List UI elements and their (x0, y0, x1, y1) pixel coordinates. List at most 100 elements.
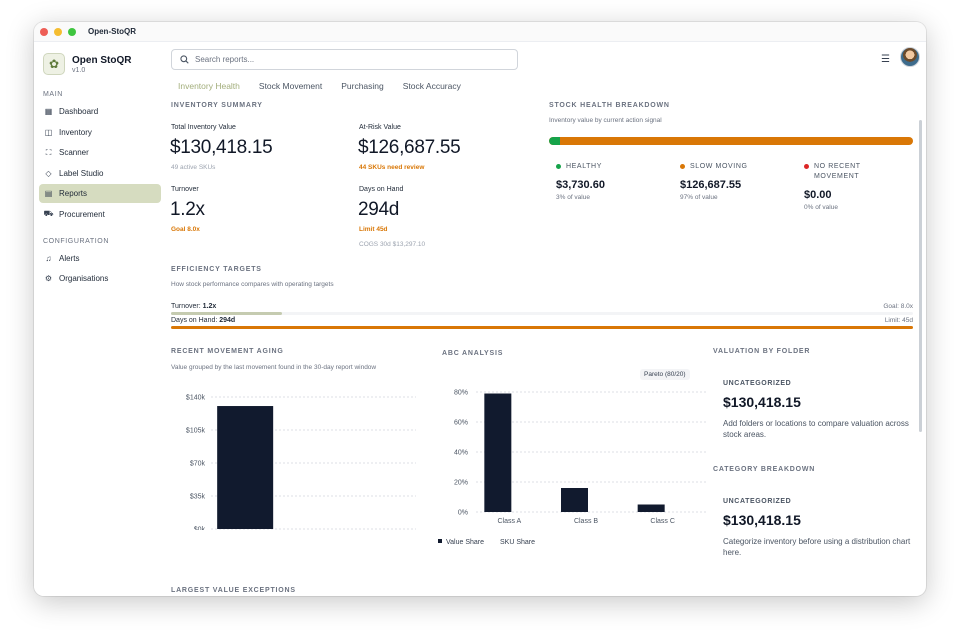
brand[interactable]: ✿ Open StoQR v1.0 (34, 47, 166, 81)
sidebar-item-dashboard[interactable]: ▦ Dashboard (39, 102, 161, 121)
efficiency-subtitle: How stock performance compares with oper… (171, 281, 334, 288)
turnover-target-goal: Goal: 8.0x (883, 303, 913, 310)
sidebar-item-inventory[interactable]: ◫ Inventory (39, 123, 161, 142)
sidebar-item-organisations[interactable]: ⚙ Organisations (39, 269, 161, 288)
brand-version: v1.0 (72, 66, 86, 74)
tab-stock-movement[interactable]: Stock Movement (258, 81, 323, 91)
turnover-value: 1.2x (170, 199, 205, 220)
healthy-pct: 3% of value (556, 194, 590, 201)
abc-y-tick: 20% (454, 480, 468, 487)
largest-exceptions-title: LARGEST VALUE EXCEPTIONS (171, 587, 296, 594)
abc-title: ABC ANALYSIS (442, 350, 504, 357)
healthy-label: HEALTHY (556, 162, 602, 172)
sidebar-item-label: Organisations (59, 274, 109, 283)
sidebar-section-configuration: CONFIGURATION (43, 237, 110, 245)
sidebar-item-reports[interactable]: ▤ Reports (39, 184, 161, 203)
skus-review-note: 44 SKUs need review (359, 164, 425, 171)
health-bar (549, 137, 913, 145)
at-risk-label: At-Risk Value (359, 124, 401, 131)
tab-stock-accuracy[interactable]: Stock Accuracy (402, 81, 461, 91)
valuation-value: $130,418.15 (723, 394, 801, 410)
sidebar-item-label: Label Studio (59, 168, 104, 178)
turnover-goal: Goal 8.0x (171, 226, 200, 233)
sidebar-item-label: Scanner (59, 148, 89, 157)
cogs-note: COGS 30d $13,297.10 (359, 241, 426, 248)
search-input[interactable]: Search reports... (171, 49, 518, 70)
bell-icon: ♫ (45, 253, 52, 263)
turnover-label: Turnover (171, 186, 199, 193)
minimize-window-button[interactable] (54, 27, 62, 36)
abc-x-tick: Class C (650, 518, 675, 525)
menu-icon[interactable]: ☰ (881, 54, 890, 65)
close-window-button[interactable] (40, 27, 48, 36)
slow-moving-label: SLOW MOVING (680, 162, 748, 172)
brand-name: Open StoQR (72, 54, 132, 66)
category-value: $130,418.15 (723, 512, 801, 528)
scan-icon: ⛶ (45, 147, 52, 157)
abc-value-share-bar (484, 393, 512, 512)
aging-y-tick: $140k (186, 395, 206, 402)
aging-chart: $0k$35k$70k$105k$140k0-7 Days8-30 DaysNo… (186, 395, 416, 531)
abc-value-share-bar (561, 488, 588, 512)
no-movement-dot-icon (804, 163, 809, 169)
search-icon (180, 55, 189, 64)
sidebar-item-alerts[interactable]: ♫ Alerts (39, 249, 161, 268)
aging-subtitle: Value grouped by the last movement found… (171, 364, 377, 371)
sidebar-item-label-studio[interactable]: ◇ Label Studio (39, 164, 161, 183)
box-icon: ◫ (44, 127, 53, 137)
no-movement-pct: 0% of value (804, 204, 838, 211)
category-title: CATEGORY BREAKDOWN (713, 466, 816, 473)
scrollbar[interactable] (919, 120, 922, 432)
abc-chart: 0% 20% 40% 60% 80% Class A Class B Class C Value… (438, 390, 706, 546)
slow-dot-icon (680, 163, 685, 169)
aging-title: RECENT MOVEMENT AGING (171, 348, 284, 355)
sidebar-item-label: Reports (59, 189, 88, 198)
valuation-group: UNCATEGORIZED (723, 380, 792, 387)
gear-icon: ⚙ (44, 274, 53, 283)
healthy-dot-icon (556, 163, 561, 169)
days-on-hand-label: Days on Hand (359, 186, 404, 193)
app-window: Open-StoQR ✿ Open StoQR v1.0 MAIN ▦ Dashb… (34, 22, 926, 596)
aging-y-tick: $0k (194, 527, 206, 531)
truck-icon: ⛟ (43, 209, 54, 218)
aging-y-tick: $70k (190, 461, 206, 468)
days-target-limit: Limit: 45d (884, 317, 913, 324)
sidebar-item-label: Inventory (59, 127, 92, 137)
days-limit: Limit 45d (359, 226, 388, 233)
report-tabs: Inventory Health Stock Movement Purchasi… (178, 81, 480, 91)
sidebar-section-main: MAIN (43, 91, 63, 98)
total-value-label: Total Inventory Value (171, 124, 236, 131)
days-progress-bar (171, 326, 913, 329)
title-bar: Open-StoQR (34, 22, 926, 42)
search-placeholder: Search reports... (195, 55, 255, 64)
healthy-value: $3,730.60 (556, 179, 605, 191)
sidebar-item-procurement[interactable]: ⛟ Procurement (39, 205, 161, 224)
sidebar: ✿ Open StoQR v1.0 MAIN ▦ Dashboard ◫ Invent… (34, 42, 166, 596)
grid-icon: ▦ (44, 107, 53, 116)
tab-inventory-health[interactable]: Inventory Health (178, 81, 240, 91)
window-title: Open-StoQR (88, 27, 136, 36)
legend-sku-share: SKU Share (500, 539, 535, 546)
legend-value-share-swatch (438, 539, 442, 543)
sidebar-item-scanner[interactable]: ⛶ Scanner (39, 143, 161, 162)
aging-y-tick: $105k (186, 428, 206, 435)
sidebar-item-label: Dashboard (59, 107, 99, 116)
days-on-hand-value: 294d (358, 199, 400, 220)
turnover-target-label: Turnover: 1.2x (171, 303, 217, 310)
health-bar-healthy-segment (549, 137, 560, 145)
tag-icon: ◇ (45, 168, 52, 178)
valuation-title: VALUATION BY FOLDER (713, 348, 811, 355)
main-content: Search reports... ☰ Inventory Health Sto… (166, 42, 926, 596)
abc-y-tick: 0% (458, 510, 468, 517)
days-target-label: Days on Hand: 294d (171, 317, 236, 324)
stock-health-subtitle: Inventory value by current action signal (549, 117, 662, 124)
aging-bar (217, 406, 274, 529)
zoom-window-button[interactable] (68, 27, 76, 36)
avatar[interactable] (900, 47, 920, 67)
at-risk-value: $126,687.55 (358, 137, 461, 158)
tab-purchasing[interactable]: Purchasing (341, 81, 384, 91)
aging-y-tick: $35k (190, 494, 206, 501)
abc-y-tick: 60% (454, 420, 468, 427)
abc-x-tick: Class A (497, 518, 521, 525)
slow-moving-pct: 97% of value (680, 194, 718, 201)
